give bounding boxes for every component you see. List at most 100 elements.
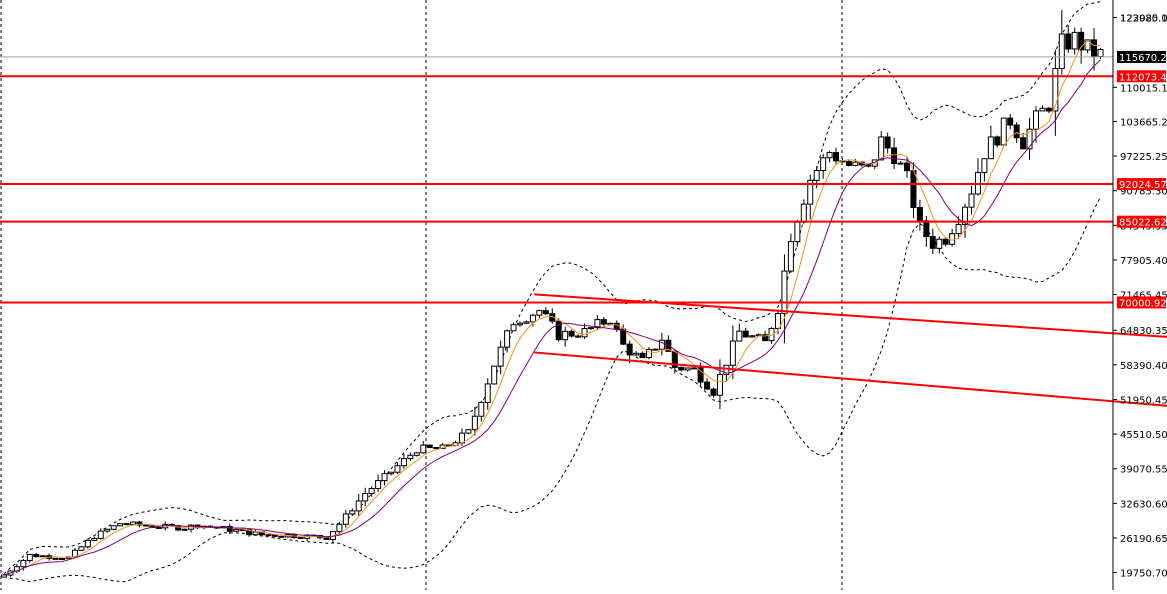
candle-body	[536, 310, 543, 316]
candle-body	[794, 221, 801, 243]
candle	[362, 487, 369, 507]
candle-body	[800, 203, 807, 223]
candle	[704, 378, 711, 390]
candle	[878, 131, 885, 161]
candle	[52, 557, 59, 560]
candle-body	[110, 525, 117, 530]
y-tick-label: 39070.55	[1120, 465, 1167, 476]
candle	[420, 440, 427, 454]
candle-body	[136, 521, 143, 526]
candle	[678, 366, 685, 372]
bollinger-bands	[3, 1, 1101, 583]
candle	[1078, 27, 1085, 64]
candle	[987, 125, 994, 160]
candle-body	[562, 330, 569, 341]
candle-body	[968, 193, 975, 208]
candle-body	[897, 162, 904, 165]
candle-body	[497, 346, 504, 367]
candle-body	[949, 233, 956, 245]
candle-body	[736, 330, 743, 342]
candle	[33, 553, 40, 558]
candle	[342, 509, 349, 528]
y-tick-label: 26190.65	[1120, 534, 1167, 545]
candle-body	[994, 136, 1001, 146]
candle-body	[658, 339, 665, 350]
candle-body	[400, 458, 407, 467]
candle	[278, 535, 285, 538]
candle-body	[388, 471, 394, 475]
candle-body	[936, 238, 943, 249]
candle	[536, 309, 543, 319]
candle-body	[246, 529, 253, 536]
candle-body	[633, 352, 640, 356]
candle	[1084, 39, 1091, 54]
candle	[407, 452, 414, 461]
y-tick-label: 97225.25	[1120, 152, 1167, 163]
candle-body	[1071, 31, 1078, 50]
candle	[626, 340, 633, 364]
level-price-label-text: 112073.43	[1119, 72, 1167, 83]
candle-body	[413, 452, 420, 456]
candle-body	[916, 207, 923, 222]
candle-body	[381, 473, 388, 482]
candle-body	[84, 539, 91, 548]
candle-body	[239, 529, 246, 532]
candle-body	[420, 444, 427, 454]
candle-body	[678, 366, 685, 371]
candle	[39, 555, 46, 558]
candle-body	[820, 157, 827, 172]
candle-body	[233, 529, 240, 532]
candle-body	[1091, 39, 1098, 58]
candle	[891, 137, 898, 170]
candle-body	[265, 534, 272, 537]
candle	[1007, 114, 1014, 130]
candle-body	[426, 444, 433, 449]
candle-body	[781, 270, 788, 315]
y-tick-label: 32630.60	[1120, 499, 1167, 510]
candle	[968, 185, 975, 215]
candle-body	[33, 553, 40, 558]
candle-body	[226, 526, 233, 532]
candle	[820, 153, 827, 179]
candle	[400, 453, 407, 469]
candle	[226, 523, 233, 535]
candle-body	[845, 161, 852, 166]
candle-body	[904, 162, 910, 172]
candle-body	[981, 158, 988, 174]
candle	[504, 329, 511, 353]
y-tick-label: 19750.70	[1120, 569, 1167, 580]
candle-body	[1039, 107, 1046, 112]
candle-body	[710, 388, 717, 396]
period-separators	[0, 0, 843, 590]
candle-body	[891, 147, 898, 164]
candle-body	[620, 328, 627, 345]
candle	[497, 340, 504, 375]
candle	[633, 351, 640, 357]
candle	[575, 334, 582, 339]
bollinger-lower-line	[3, 196, 1101, 583]
candle	[336, 522, 343, 535]
candle	[413, 451, 420, 457]
candle	[646, 347, 652, 360]
channel-lines	[534, 293, 1167, 407]
channel-line-lower	[534, 351, 1167, 407]
candle	[955, 216, 962, 239]
candle	[1071, 27, 1078, 55]
candle-body	[355, 500, 362, 512]
candle	[375, 474, 382, 492]
candle	[368, 486, 375, 497]
current-price-label-text: 115670.25	[1119, 53, 1167, 64]
candle	[1020, 132, 1027, 150]
candle-body	[20, 559, 27, 568]
candle-body	[407, 454, 414, 460]
candle	[845, 159, 852, 167]
candle-body	[923, 220, 930, 238]
level-price-label-text: 92024.57	[1119, 180, 1167, 191]
candle-body	[1065, 33, 1072, 50]
level-price-label-box	[1117, 296, 1166, 309]
candle-body	[117, 523, 124, 527]
candle	[826, 151, 833, 163]
candle	[523, 320, 530, 324]
y-tick-label: 110015.15	[1120, 83, 1167, 94]
